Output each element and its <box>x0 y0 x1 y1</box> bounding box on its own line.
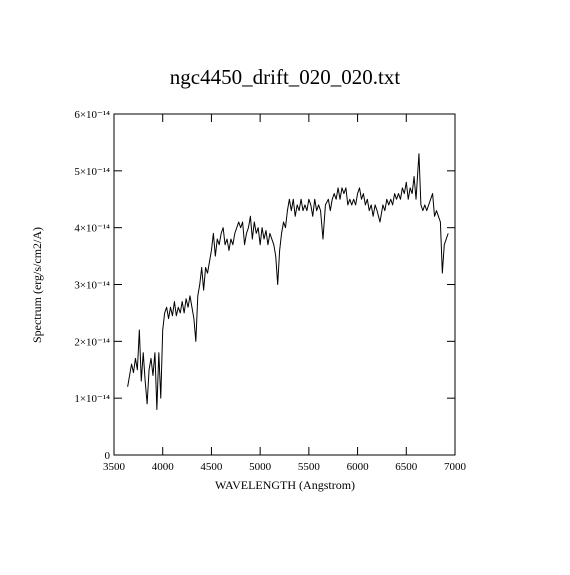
y-tick-label: 2×10⁻¹⁴ <box>74 336 110 348</box>
x-tick-label: 3500 <box>103 461 126 473</box>
x-axis-label: WAVELENGTH (Angstrom) <box>215 478 355 492</box>
plot-frame <box>113 113 456 456</box>
x-tick-label: 4000 <box>152 461 175 473</box>
x-tick-label: 7000 <box>444 461 467 473</box>
x-tick-label: 6500 <box>395 461 418 473</box>
y-tick-label: 1×10⁻¹⁴ <box>74 393 110 405</box>
spectrum-line <box>127 153 449 411</box>
chart-title: ngc4450_drift_020_020.txt <box>170 65 401 89</box>
x-tick-label: 5500 <box>298 461 321 473</box>
y-tick-label: 0 <box>105 450 111 462</box>
y-tick-label: 5×10⁻¹⁴ <box>74 166 110 178</box>
y-axis-label: Spectrum (erg/s/cm2/A) <box>30 227 44 343</box>
y-tick-label: 3×10⁻¹⁴ <box>74 280 110 292</box>
y-tick-label: 4×10⁻¹⁴ <box>74 223 110 235</box>
y-tick-label: 6×10⁻¹⁴ <box>74 109 110 121</box>
x-tick-label: 4500 <box>200 461 223 473</box>
x-tick-label: 5000 <box>249 461 272 473</box>
x-tick-label: 6000 <box>347 461 370 473</box>
